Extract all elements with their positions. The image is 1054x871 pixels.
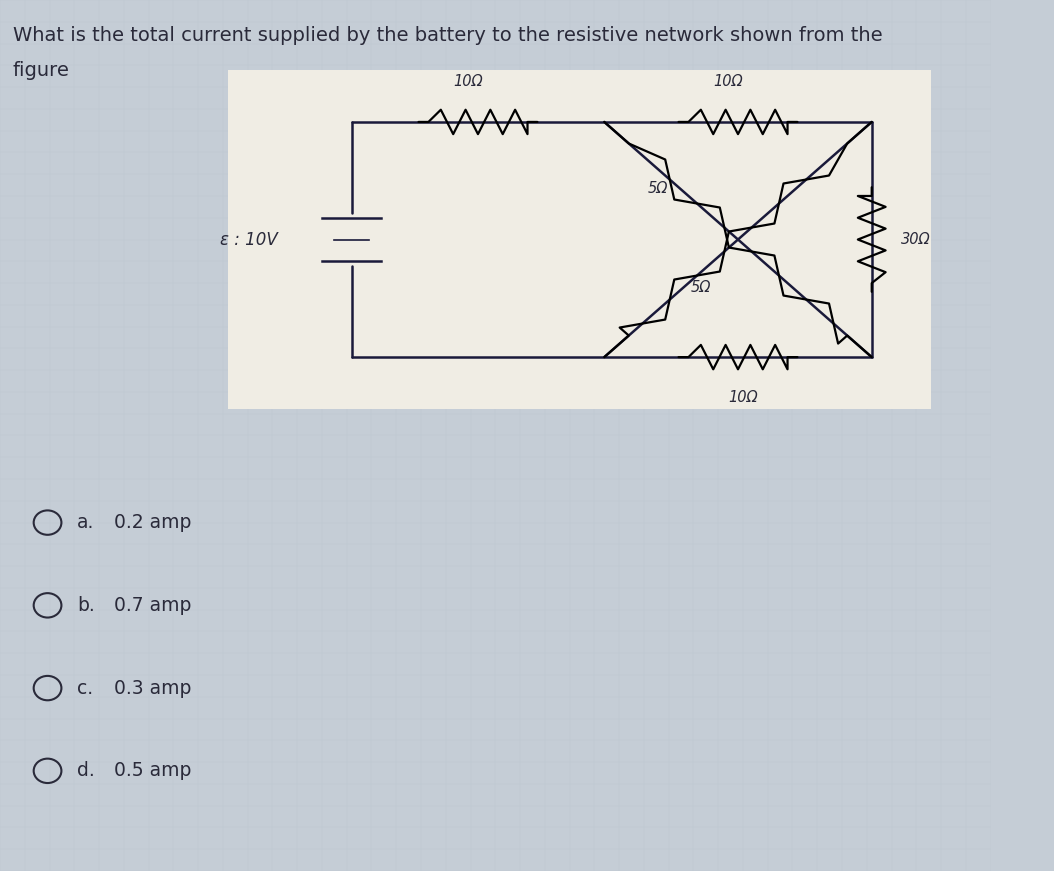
Text: figure: figure: [13, 61, 70, 80]
Text: 10Ω: 10Ω: [714, 74, 743, 89]
Text: 10Ω: 10Ω: [728, 390, 758, 405]
Text: 5Ω: 5Ω: [691, 280, 711, 295]
Text: 0.2 amp: 0.2 amp: [114, 513, 191, 532]
Text: 0.7 amp: 0.7 amp: [114, 596, 191, 615]
Text: d.: d.: [77, 761, 95, 780]
Text: 0.5 amp: 0.5 amp: [114, 761, 191, 780]
Text: a.: a.: [77, 513, 95, 532]
Text: b.: b.: [77, 596, 95, 615]
Text: 30Ω: 30Ω: [901, 232, 931, 247]
Text: What is the total current supplied by the battery to the resistive network shown: What is the total current supplied by th…: [13, 26, 882, 45]
FancyBboxPatch shape: [228, 70, 931, 409]
Text: c.: c.: [77, 679, 94, 698]
Text: 5Ω: 5Ω: [648, 180, 668, 196]
Text: 0.3 amp: 0.3 amp: [114, 679, 191, 698]
Text: 10Ω: 10Ω: [453, 74, 483, 89]
Text: ε : 10V: ε : 10V: [219, 231, 277, 248]
